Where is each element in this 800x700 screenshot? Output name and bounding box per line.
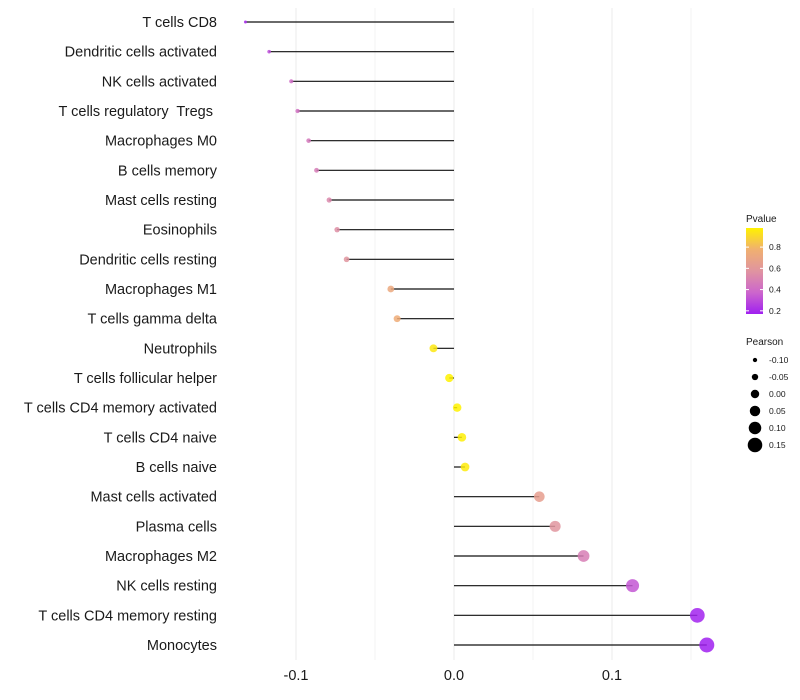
lollipop-point <box>577 550 590 562</box>
y-tick-label: T cells CD4 naive <box>104 430 217 446</box>
y-tick-label: T cells follicular helper <box>74 371 217 387</box>
y-tick-label: Macrophages M1 <box>105 282 217 298</box>
y-tick-label: T cells CD4 memory activated <box>24 401 217 417</box>
y-tick-label: Monocytes <box>147 638 217 654</box>
y-tick-label: Plasma cells <box>136 519 217 535</box>
colorbar-tick-label: 0.2 <box>769 306 781 316</box>
y-tick-label: Dendritic cells activated <box>65 45 217 61</box>
lollipop-point <box>267 49 271 54</box>
pvalue-colorbar <box>746 228 763 314</box>
y-tick-label: T cells CD4 memory resting <box>38 608 217 624</box>
lollipop-point <box>306 138 311 143</box>
pvalue-legend-title: Pvalue <box>746 214 777 225</box>
lollipop-point <box>549 520 561 532</box>
size-legend-label: 0.00 <box>769 389 786 399</box>
lollipop-point <box>429 344 438 353</box>
colorbar-tick-label: 0.8 <box>769 242 781 252</box>
lollipop-points <box>243 20 715 653</box>
y-tick-label: Dendritic cells resting <box>79 252 217 268</box>
lollipop-point <box>689 607 705 623</box>
lollipop-point <box>295 108 300 114</box>
lollipop-point <box>289 79 294 84</box>
x-tick-label: 0.1 <box>602 668 622 684</box>
size-legend-dot <box>750 389 760 399</box>
size-legend-label: 0.15 <box>769 440 786 450</box>
lollipop-point <box>626 579 640 593</box>
lollipop-point <box>445 373 454 383</box>
lollipop-point <box>334 226 340 233</box>
y-tick-label: B cells memory <box>118 163 218 179</box>
lollipop-point <box>699 637 715 653</box>
size-legend-dot <box>752 357 758 363</box>
lollipop-stems <box>245 21 707 646</box>
y-tick-label: T cells gamma delta <box>88 312 218 328</box>
lollipop-point <box>343 256 350 263</box>
size-legend-dot <box>749 405 761 417</box>
colorbar-tick-label: 0.4 <box>769 285 781 295</box>
x-tick-label: 0.0 <box>444 668 464 684</box>
y-tick-label: Mast cells activated <box>90 490 217 506</box>
lollipop-point <box>460 462 470 472</box>
colorbar-tick-label: 0.6 <box>769 263 781 273</box>
y-tick-label: T cells regulatory Tregs <box>59 104 218 120</box>
y-tick-label: Neutrophils <box>144 341 217 357</box>
y-tick-label: NK cells activated <box>102 74 217 90</box>
size-legend-label: -0.05 <box>769 372 789 382</box>
y-tick-label: NK cells resting <box>116 579 217 595</box>
lollipop-point <box>243 20 247 24</box>
size-legend-dot <box>747 437 763 453</box>
grid-lines <box>295 8 692 660</box>
size-legend-dot <box>751 373 759 381</box>
y-tick-label: B cells naive <box>136 460 217 476</box>
x-axis-labels: -0.1 0.0 0.1 <box>284 668 623 684</box>
y-tick-label: T cells CD8 <box>142 15 217 31</box>
lollipop-point <box>314 167 319 173</box>
size-legend-dot <box>748 421 762 435</box>
x-tick-label: -0.1 <box>284 668 309 684</box>
lollipop-point <box>387 285 395 293</box>
lollipop-point <box>326 197 332 203</box>
pearson-legend-title: Pearson <box>746 337 783 348</box>
size-legend-label: -0.10 <box>769 355 789 365</box>
y-tick-label: Eosinophils <box>143 223 217 239</box>
lollipop-point <box>452 403 462 412</box>
lollipop-point <box>457 433 467 442</box>
lollipop-point <box>534 491 545 502</box>
size-legend-label: 0.05 <box>769 406 786 416</box>
pearson-legend: Pearson -0.10 -0.05 0.00 0.05 0.10 0.15 <box>746 337 789 453</box>
y-tick-label: Macrophages M0 <box>105 134 217 150</box>
y-axis-labels: T cells CD8 Dendritic cells activated NK c… <box>24 15 218 654</box>
y-tick-label: Macrophages M2 <box>105 549 217 565</box>
lollipop-point <box>393 315 401 323</box>
pvalue-legend: Pvalue 0.8 0.6 0.4 0.2 <box>746 214 781 316</box>
y-tick-label: Mast cells resting <box>105 193 217 209</box>
size-legend-label: 0.10 <box>769 423 786 433</box>
